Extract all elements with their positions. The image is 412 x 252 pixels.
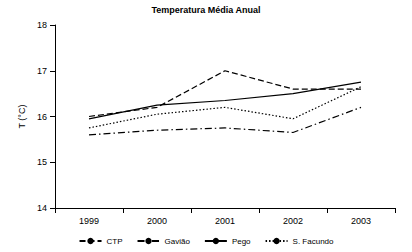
svg-text:CTP: CTP [107,237,123,246]
svg-text:15: 15 [37,157,47,167]
svg-text:S. Facundo: S. Facundo [293,237,334,246]
svg-text:16: 16 [37,112,47,122]
svg-text:2000: 2000 [147,216,167,226]
svg-text:Temperatura Média Anual: Temperatura Média Anual [151,5,260,15]
svg-text:2002: 2002 [283,216,303,226]
svg-text:T (°C): T (°C) [17,105,27,129]
svg-text:17: 17 [37,66,47,76]
svg-text:18: 18 [37,20,47,30]
svg-text:Pego: Pego [232,237,251,246]
svg-text:14: 14 [37,203,47,213]
svg-text:2001: 2001 [215,216,235,226]
svg-text:2003: 2003 [351,216,371,226]
svg-text:1999: 1999 [79,216,99,226]
svg-text:Gavião: Gavião [165,237,191,246]
